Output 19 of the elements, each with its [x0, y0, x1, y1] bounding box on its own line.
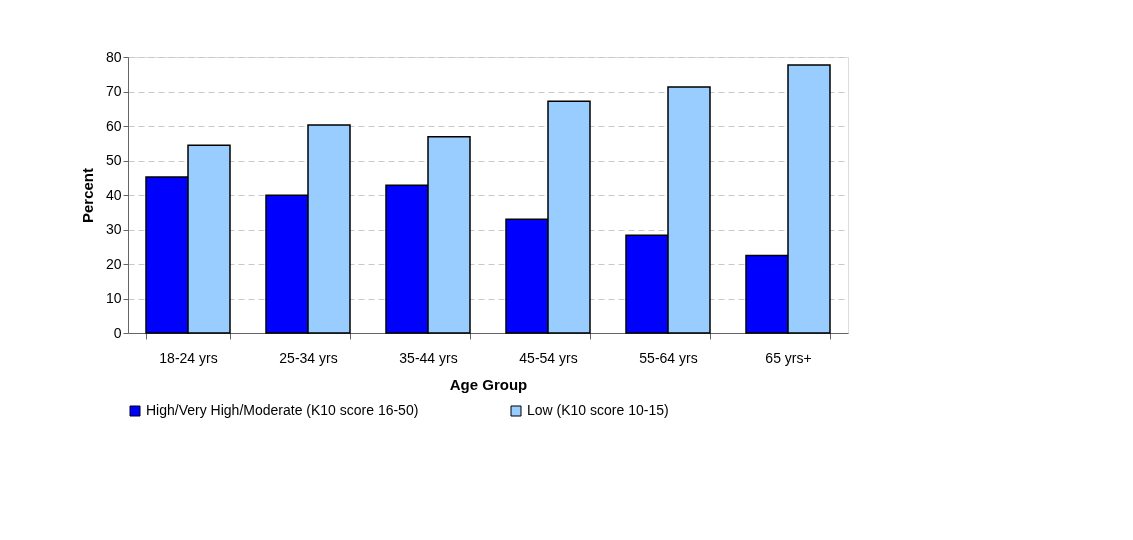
- y-tick-label: 30: [105, 221, 122, 237]
- x-tick-label: 18-24 yrs: [159, 349, 218, 366]
- x-tick-label: 65 yrs+: [765, 349, 812, 366]
- y-tick-label: 10: [105, 290, 122, 306]
- y-tick-label: 50: [105, 152, 122, 168]
- y-tick-label: 60: [105, 117, 122, 134]
- x-axis-title: Age Group: [449, 375, 528, 393]
- y-tick-label: 80: [105, 48, 122, 65]
- x-tick-label: 55-64 yrs: [639, 349, 698, 366]
- x-tick-label: 25-34 yrs: [279, 349, 338, 366]
- y-axis-title: Percent: [78, 167, 96, 224]
- y-tick-label: 70: [105, 83, 122, 99]
- legend-label: Low (K10 score 10-15): [527, 402, 669, 418]
- legend-label: High/Very High/Moderate (K10 score 16-50): [146, 402, 419, 418]
- y-tick-label: 40: [105, 186, 122, 203]
- y-tick-label: 20: [105, 255, 122, 272]
- x-tick-label: 35-44 yrs: [399, 349, 458, 366]
- y-tick-label: 0: [113, 324, 122, 341]
- x-tick-label: 45-54 yrs: [519, 349, 578, 366]
